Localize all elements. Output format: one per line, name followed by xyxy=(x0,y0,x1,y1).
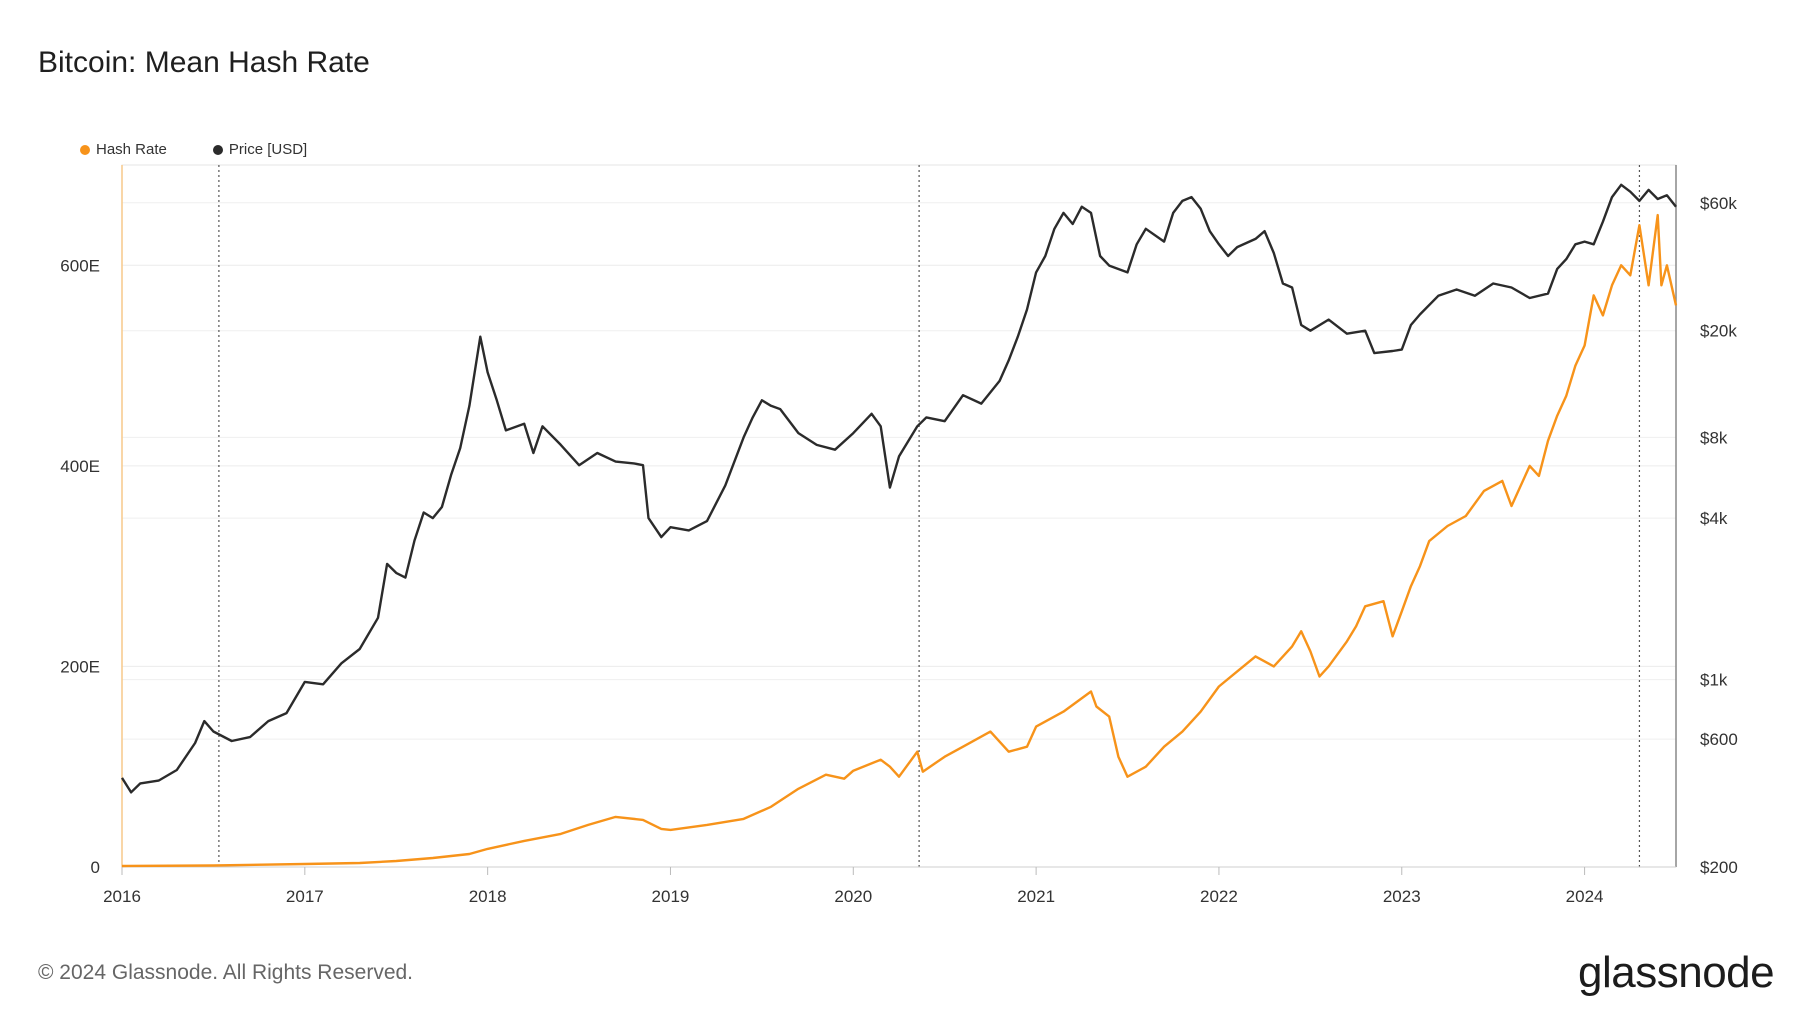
chart-title: Bitcoin: Mean Hash Rate xyxy=(38,46,370,79)
series-line-hash-rate xyxy=(121,213,1678,868)
left-tick-label-200E: 200E xyxy=(60,657,100,676)
x-tick-label-2016: 2016 xyxy=(103,887,141,906)
left-tick-label-600E: 600E xyxy=(60,256,100,275)
glassnode-logo: glassnode xyxy=(1578,948,1775,997)
right-tick-label-$8k: $8k xyxy=(1700,428,1728,447)
x-tick-label-2019: 2019 xyxy=(652,887,690,906)
series-line-price-usd xyxy=(120,183,1677,794)
plot-area xyxy=(121,164,1677,868)
legend-item-price[interactable]: Price [USD] xyxy=(212,141,308,158)
right-tick-label-$4k: $4k xyxy=(1700,509,1728,528)
x-tick-label-2024: 2024 xyxy=(1566,887,1604,906)
right-tick-label-$1k: $1k xyxy=(1700,671,1728,690)
right-tick-label-$60k: $60k xyxy=(1700,194,1737,213)
x-tick-label-2020: 2020 xyxy=(834,887,872,906)
x-tick-label-2022: 2022 xyxy=(1200,887,1238,906)
legend-label-price: Price [USD] xyxy=(228,141,308,158)
legend: Hash Rate Price [USD] xyxy=(80,141,307,158)
legend-item-hash-rate[interactable]: Hash Rate xyxy=(80,141,167,158)
x-tick-label-2021: 2021 xyxy=(1017,887,1055,906)
left-tick-label-0: 0 xyxy=(91,858,100,877)
left-tick-label-400E: 400E xyxy=(60,457,100,476)
right-tick-label-$200: $200 xyxy=(1700,858,1738,877)
x-tick-label-2017: 2017 xyxy=(286,887,324,906)
right-tick-label-$600: $600 xyxy=(1700,730,1738,749)
x-tick-label-2018: 2018 xyxy=(469,887,507,906)
hash-rate-legend-dot-icon xyxy=(80,144,90,155)
x-tick-label-2023: 2023 xyxy=(1383,887,1421,906)
right-tick-label-$20k: $20k xyxy=(1700,322,1737,341)
legend-label-hash-rate: Hash Rate xyxy=(96,141,167,158)
price-legend-dot-icon xyxy=(212,144,223,155)
copyright-text: © 2024 Glassnode. All Rights Reserved. xyxy=(38,961,414,984)
